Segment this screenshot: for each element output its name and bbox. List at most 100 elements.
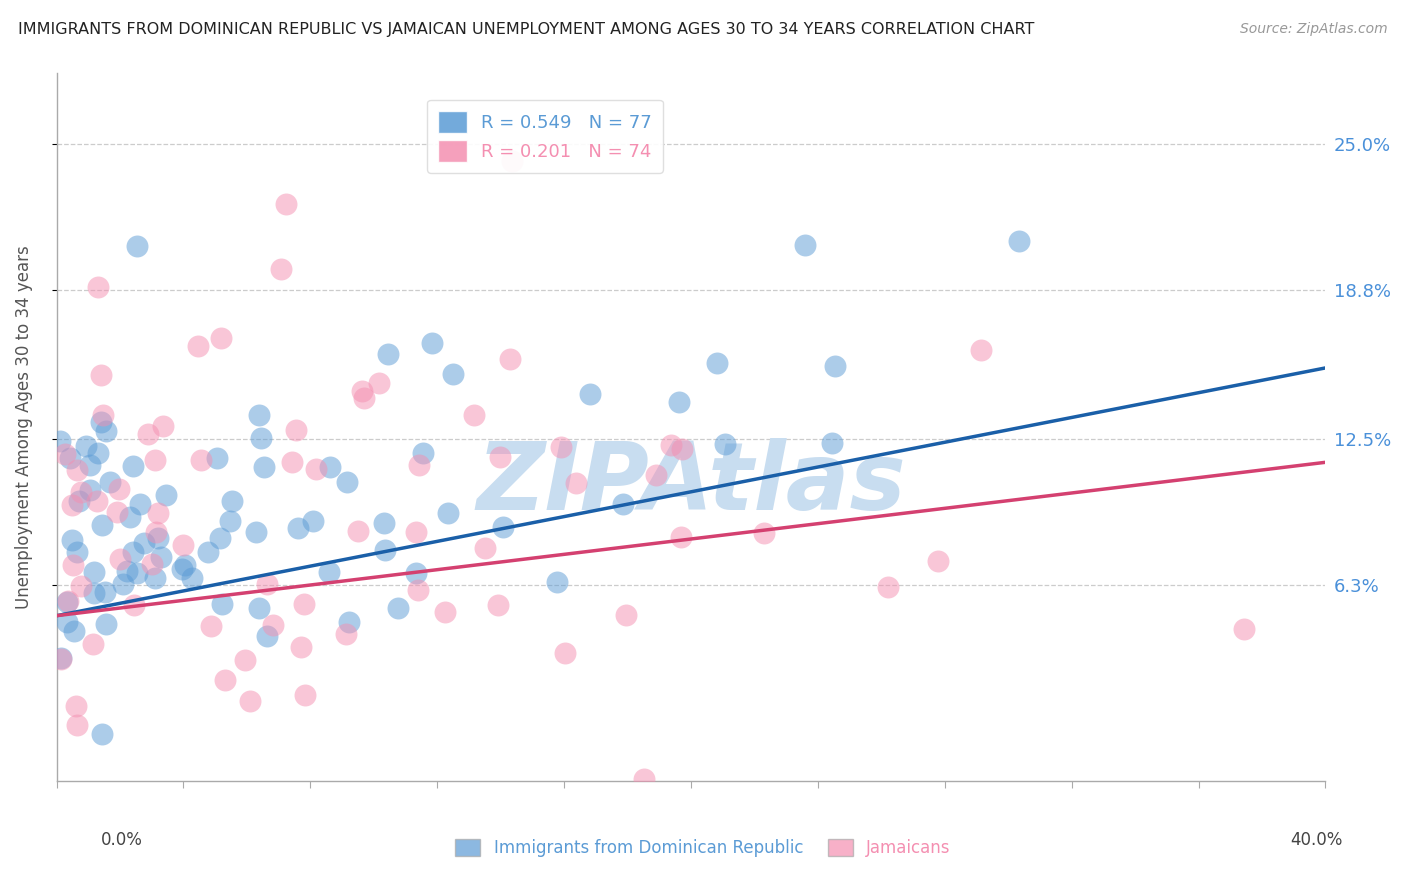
Point (67, 493, 90, 508)
Point (56, 615, 79, 630)
Point (1233, 623, 1256, 637)
Text: 0.0%: 0.0% (101, 831, 143, 849)
Point (706, 355, 728, 369)
Y-axis label: Unemployment Among Ages 30 to 34 years: Unemployment Among Ages 30 to 34 years (15, 245, 32, 609)
Point (420, 335, 443, 350)
Point (60, 533, 83, 547)
Point (669, 530, 692, 544)
Point (501, 154, 523, 169)
Point (208, 531, 231, 545)
Point (612, 497, 634, 511)
Point (233, 653, 256, 667)
Point (668, 395, 690, 409)
Point (98, 475, 121, 489)
Point (59, 451, 82, 466)
Point (108, 552, 131, 566)
Point (292, 598, 315, 612)
Point (91, 727, 114, 741)
Point (368, 376, 391, 390)
Point (174, 558, 197, 572)
Point (66, 545, 89, 559)
Point (565, 475, 588, 490)
Point (132, 536, 155, 550)
Point (752, 525, 775, 540)
Point (239, 694, 262, 708)
Point (152, 418, 174, 433)
Point (546, 574, 568, 589)
Point (554, 646, 576, 660)
Point (335, 626, 357, 640)
Point (128, 497, 150, 511)
Point (287, 521, 309, 535)
Point (90, 368, 112, 382)
Text: IMMIGRANTS FROM DOMINICAN REPUBLIC VS JAMAICAN UNEMPLOYMENT AMONG AGES 30 TO 34 : IMMIGRANTS FROM DOMINICAN REPUBLIC VS JA… (18, 22, 1035, 37)
Point (285, 423, 308, 437)
Point (56, 594, 79, 608)
Point (136, 426, 159, 441)
Point (172, 538, 194, 552)
Point (221, 493, 243, 508)
Point (122, 458, 145, 473)
Point (94, 585, 117, 599)
Point (434, 605, 457, 619)
Point (51, 650, 73, 665)
Point (489, 450, 512, 464)
Point (219, 514, 242, 528)
Point (79, 458, 101, 473)
Point (824, 359, 846, 373)
Point (180, 571, 202, 585)
Point (714, 436, 737, 450)
Point (122, 599, 145, 613)
Point (127, 566, 149, 580)
Point (62, 558, 84, 572)
Point (474, 541, 496, 556)
Point (305, 461, 328, 475)
Point (143, 571, 166, 585)
Point (274, 196, 297, 211)
Point (155, 488, 177, 502)
Point (70, 485, 93, 500)
Point (90, 415, 112, 429)
Point (437, 506, 460, 520)
Point (794, 238, 817, 252)
Point (108, 483, 131, 497)
Point (187, 339, 209, 353)
Point (53, 447, 76, 461)
Point (90, 517, 112, 532)
Point (87, 446, 110, 460)
Point (127, 239, 149, 253)
Point (66, 463, 89, 477)
Point (86, 280, 108, 294)
Point (377, 346, 399, 360)
Point (373, 516, 395, 530)
Point (387, 601, 409, 615)
Point (66, 718, 89, 732)
Point (62, 624, 84, 638)
Point (578, 386, 600, 401)
Point (245, 525, 267, 540)
Point (492, 520, 515, 534)
Point (146, 506, 169, 520)
Point (353, 391, 375, 405)
Point (247, 408, 270, 422)
Point (49, 651, 72, 665)
Point (633, 772, 655, 786)
Point (970, 343, 993, 357)
Point (290, 640, 312, 655)
Point (253, 459, 276, 474)
Point (83, 566, 105, 580)
Point (659, 438, 682, 452)
Point (301, 514, 323, 528)
Point (145, 524, 167, 539)
Point (412, 446, 434, 460)
Point (408, 458, 430, 472)
Point (211, 597, 233, 611)
Text: Source: ZipAtlas.com: Source: ZipAtlas.com (1240, 22, 1388, 37)
Point (405, 566, 427, 580)
Point (115, 564, 138, 578)
Point (65, 698, 87, 713)
Point (172, 561, 194, 575)
Point (214, 673, 236, 687)
Point (318, 565, 340, 579)
Point (335, 475, 357, 490)
